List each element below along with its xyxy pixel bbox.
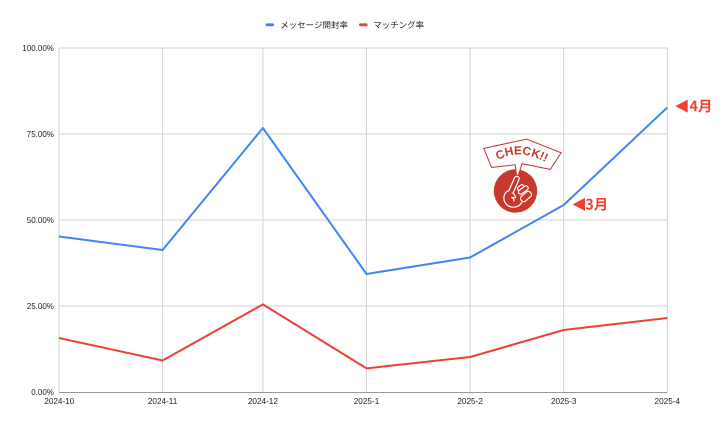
svg-text:25.00%: 25.00% [27, 302, 54, 311]
svg-text:2025-1: 2025-1 [354, 397, 380, 406]
svg-text:50.00%: 50.00% [27, 216, 54, 225]
svg-text:2025-3: 2025-3 [551, 397, 577, 406]
svg-text:2025-2: 2025-2 [457, 397, 483, 406]
svg-text:2024-12: 2024-12 [248, 397, 278, 406]
svg-text:2024-10: 2024-10 [44, 397, 74, 406]
svg-text:75.00%: 75.00% [27, 130, 54, 139]
svg-text:0.00%: 0.00% [31, 388, 54, 397]
svg-text:2025-4: 2025-4 [655, 397, 681, 406]
svg-text:2024-11: 2024-11 [148, 397, 178, 406]
svg-text:100.00%: 100.00% [22, 44, 54, 53]
